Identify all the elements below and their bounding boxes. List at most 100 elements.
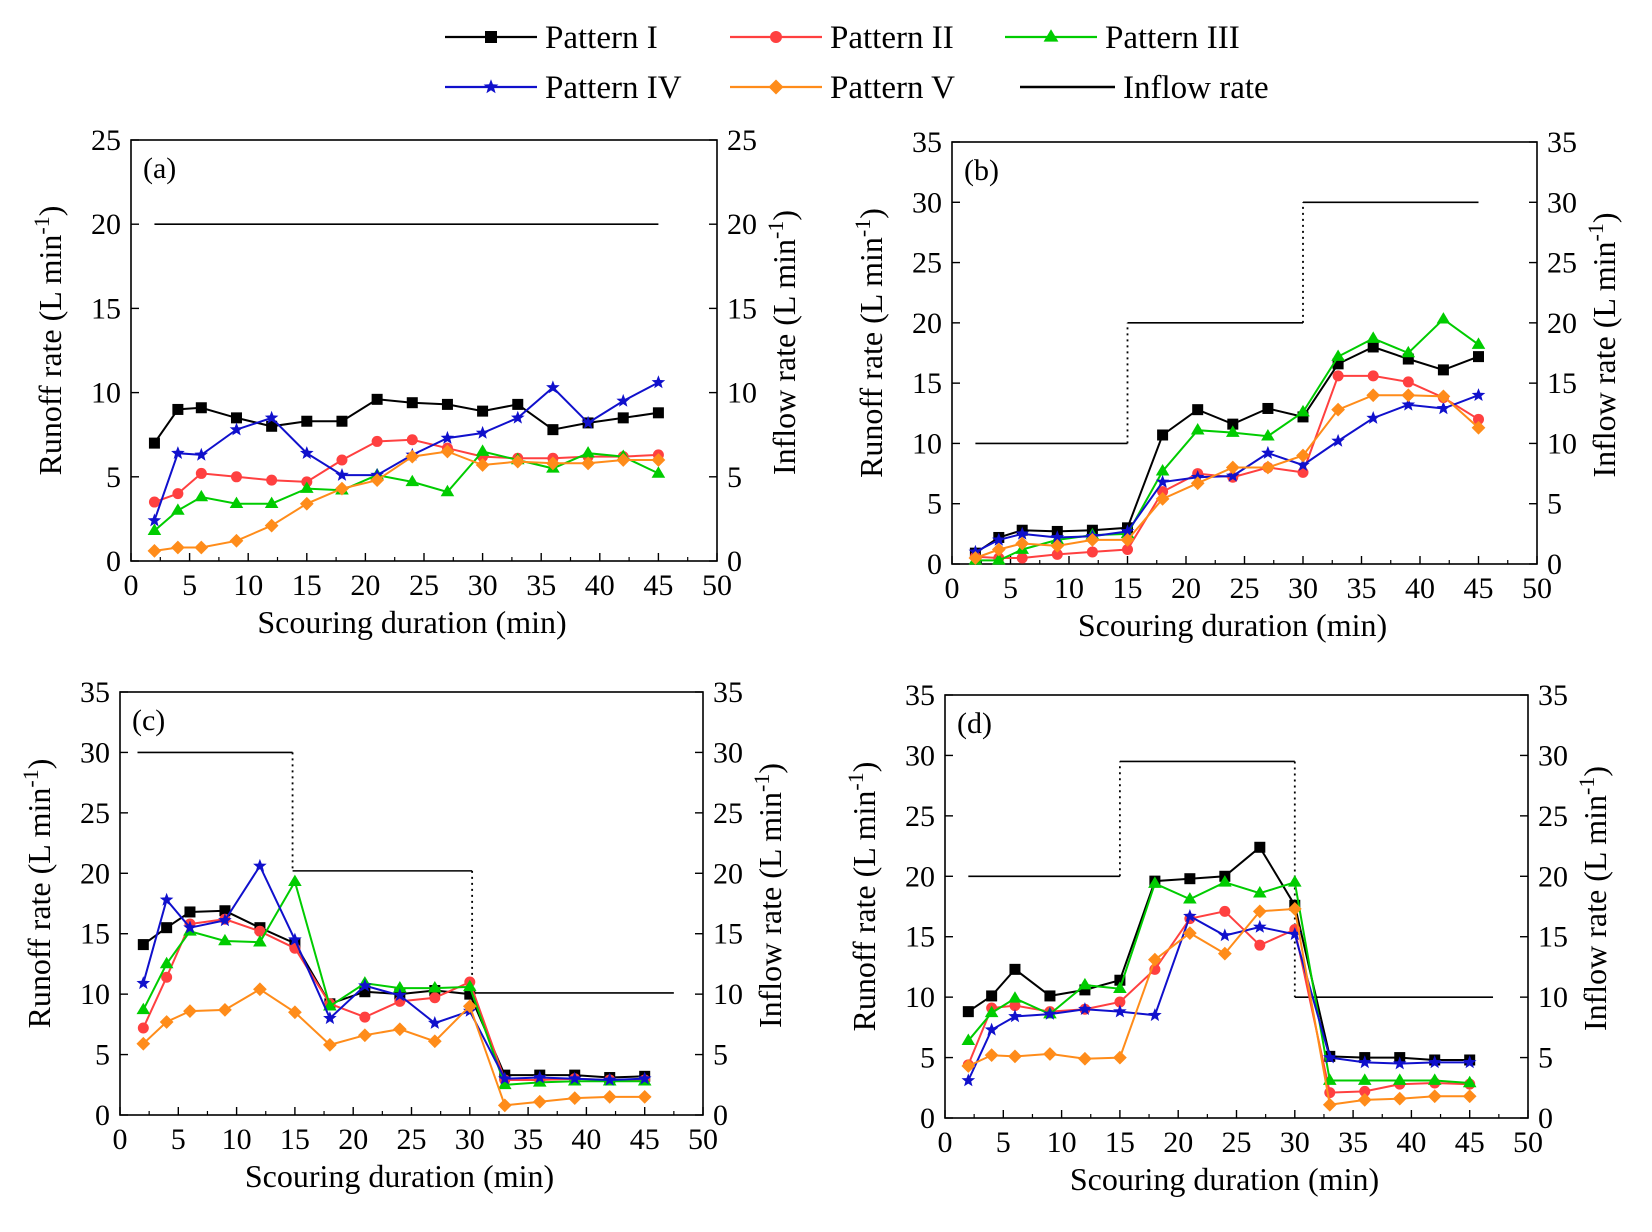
- data-point: [1462, 1075, 1477, 1088]
- data-point: [300, 446, 314, 459]
- y-tick-label: 20: [905, 860, 935, 893]
- data-point: [1296, 404, 1310, 417]
- data-point: [440, 484, 455, 497]
- data-point: [359, 986, 371, 998]
- data-point: [1008, 1009, 1022, 1023]
- y-tick-label: 0: [106, 545, 121, 578]
- plot-frame: [119, 691, 704, 1116]
- data-point: [1113, 981, 1127, 993]
- data-point: [1392, 1056, 1407, 1070]
- data-point: [1218, 875, 1232, 887]
- data-point: [288, 1005, 302, 1020]
- data-point: [475, 444, 490, 456]
- series-line: [975, 394, 1480, 559]
- data-point: [288, 874, 302, 887]
- legend-marker-star: [483, 79, 499, 94]
- data-point: [961, 1059, 976, 1073]
- data-point: [546, 380, 560, 394]
- data-point: [406, 434, 418, 446]
- data-point: [1226, 468, 1240, 482]
- data-point: [532, 1075, 547, 1087]
- x-tick-label: 0: [938, 1126, 953, 1159]
- y2-tick-label: 30: [1538, 739, 1568, 772]
- data-point: [1254, 939, 1266, 951]
- data-point: [264, 496, 279, 509]
- data-point: [1227, 418, 1239, 430]
- data-point: [652, 407, 664, 419]
- panel-label: (d): [957, 707, 992, 740]
- x-tick-label: 35: [1338, 1126, 1368, 1159]
- data-point: [1322, 1097, 1337, 1112]
- y2-tick-label: 0: [1538, 1102, 1553, 1135]
- data-point: [1367, 370, 1379, 382]
- data-point: [229, 496, 244, 509]
- data-point: [1288, 927, 1302, 941]
- data-point: [171, 503, 185, 515]
- data-point: [1323, 1050, 1337, 1064]
- x-tick-label: 5: [996, 1126, 1011, 1159]
- data-point: [992, 553, 1006, 565]
- data-point: [440, 430, 455, 444]
- data-point: [336, 415, 348, 427]
- data-point: [358, 978, 372, 992]
- data-point: [323, 1038, 337, 1052]
- data-point: [475, 458, 490, 472]
- data-point: [1473, 413, 1484, 425]
- legend-item: Pattern V: [730, 70, 955, 106]
- x-tick-label: 10: [1054, 572, 1084, 605]
- series-pattern-ii: [148, 434, 664, 508]
- data-point: [371, 435, 383, 447]
- x-tick-label: 30: [1288, 572, 1318, 605]
- data-point: [462, 999, 477, 1014]
- data-point: [1473, 351, 1484, 363]
- y2-tick-label: 10: [1547, 427, 1577, 460]
- data-point: [195, 467, 207, 479]
- y-tick-label: 5: [927, 488, 942, 521]
- data-point: [370, 473, 384, 488]
- plot-frame: [951, 141, 1538, 565]
- data-point: [136, 1036, 151, 1051]
- data-point: [602, 1089, 617, 1104]
- data-point: [1015, 526, 1029, 540]
- data-point: [1085, 533, 1100, 547]
- legend-marker-triangle: [1043, 29, 1059, 42]
- data-point: [1079, 984, 1091, 996]
- data-point: [1436, 401, 1451, 415]
- series-pattern-iv: [136, 858, 652, 1086]
- y-tick-label: 20: [91, 208, 121, 241]
- data-point: [171, 446, 185, 459]
- legend-item: Pattern IV: [445, 70, 682, 106]
- x-tick-label: 35: [513, 1123, 543, 1156]
- y2-tick-label: 0: [727, 545, 742, 578]
- data-point: [1148, 1008, 1162, 1022]
- data-point: [1296, 458, 1310, 471]
- data-point: [1044, 990, 1056, 1002]
- x-tick-label: 30: [468, 569, 498, 602]
- legend-item: Pattern I: [445, 20, 658, 56]
- data-point: [1261, 460, 1275, 475]
- data-point: [1183, 892, 1197, 904]
- data-point: [1367, 341, 1379, 353]
- data-point: [1331, 349, 1345, 361]
- series-line: [967, 881, 1470, 1084]
- data-point: [1471, 420, 1486, 435]
- data-point: [194, 447, 209, 461]
- y-axis-title-sup: -1: [843, 772, 868, 790]
- panel-label: (b): [964, 154, 999, 187]
- data-point: [512, 398, 524, 410]
- legend-label: Pattern III: [1105, 20, 1240, 56]
- y2-axis-title: Inflow rate (L min-1): [763, 210, 802, 475]
- x-tick-label: 20: [1163, 1126, 1193, 1159]
- data-point: [581, 415, 595, 429]
- data-point: [264, 410, 279, 424]
- data-point: [1078, 1002, 1092, 1015]
- data-point: [1226, 425, 1240, 437]
- y2-tick-label: 35: [1538, 679, 1568, 712]
- data-point: [547, 424, 559, 436]
- data-point: [1357, 1092, 1372, 1107]
- data-point: [172, 403, 184, 415]
- y-tick-label: 5: [95, 1039, 110, 1072]
- x-tick-label: 35: [1347, 572, 1377, 605]
- data-point: [602, 1072, 617, 1086]
- data-point: [323, 1011, 337, 1025]
